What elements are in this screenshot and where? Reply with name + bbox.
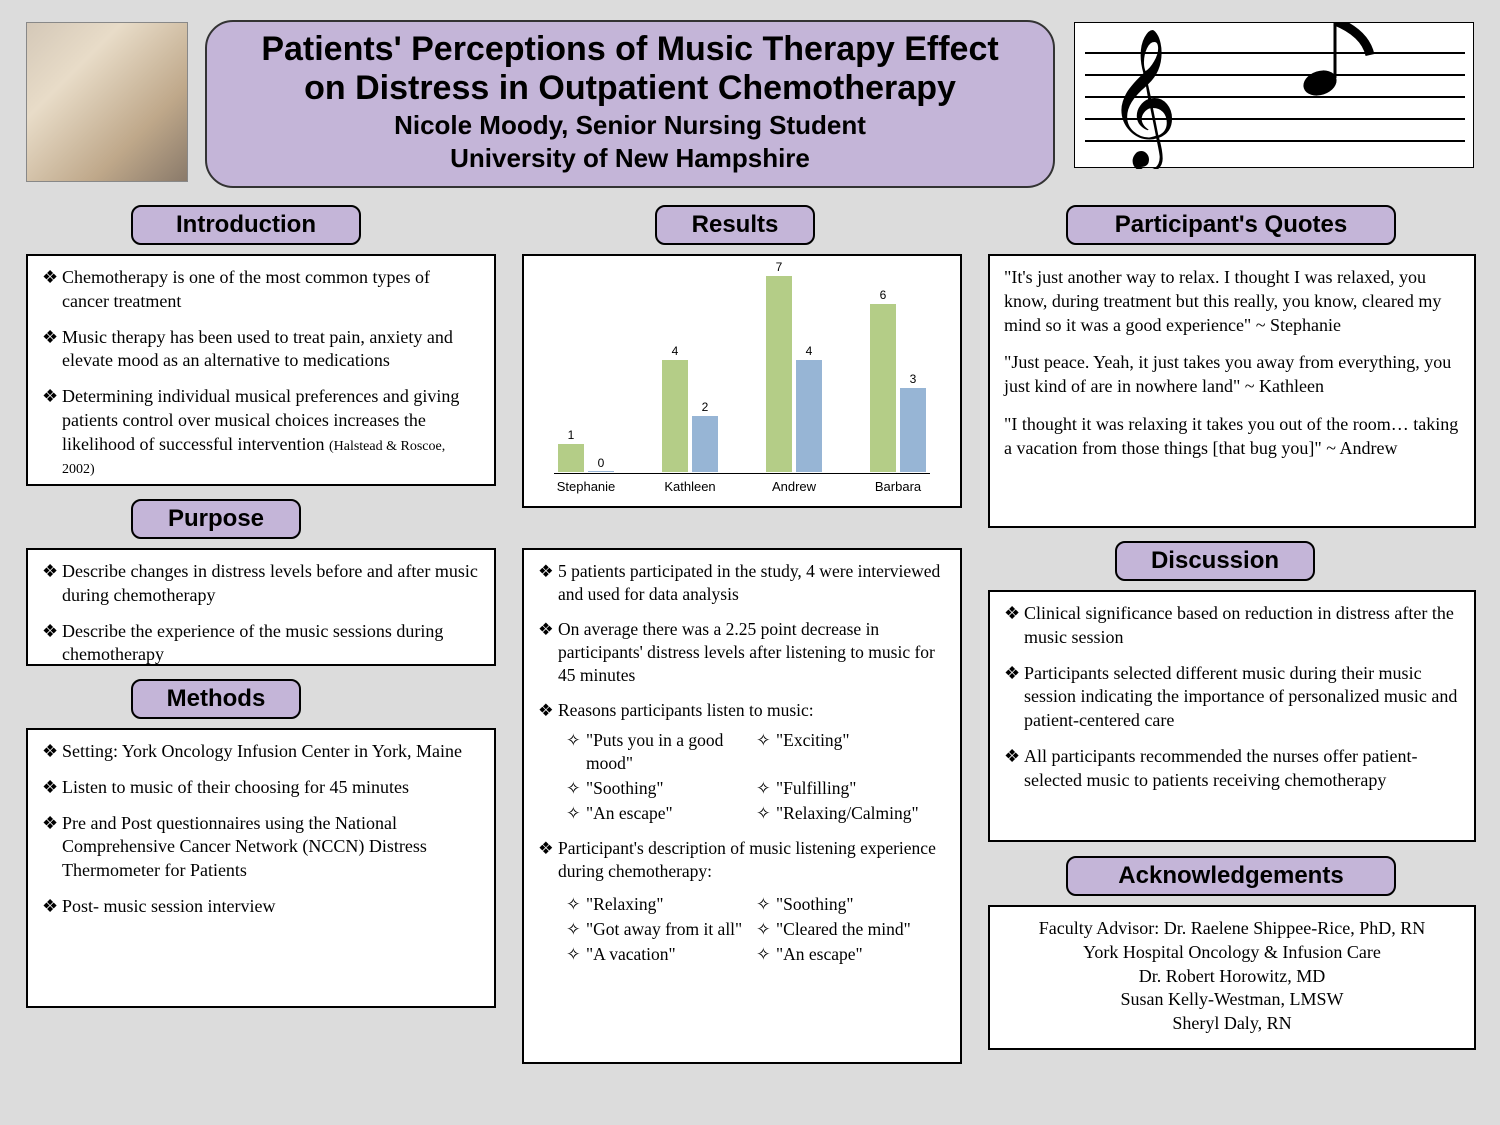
- reasons-list-r2c0: "An escape": [586, 802, 673, 825]
- desc-list-r0c0: "Relaxing": [586, 893, 663, 916]
- xlabel-0: Stephanie: [534, 479, 638, 494]
- res-b4: Participant's description of music liste…: [558, 837, 946, 883]
- reasons-list-r2c1: "Relaxing/Calming": [776, 802, 919, 825]
- res-b1: 5 patients participated in the study, 4 …: [558, 560, 946, 606]
- intro-b2: Music therapy has been used to treat pai…: [62, 326, 480, 374]
- purpose-b2: Describe the experience of the music ses…: [62, 620, 480, 668]
- ack-l5: Sheryl Daly, RN: [996, 1012, 1468, 1036]
- quote2: "Just peace. Yeah, it just takes you awa…: [1004, 351, 1460, 399]
- quotes-tag: Participant's Quotes: [1066, 205, 1396, 245]
- res-b2: On average there was a 2.25 point decrea…: [558, 618, 946, 687]
- bar-pre-1: [662, 360, 688, 472]
- xlabel-1: Kathleen: [638, 479, 742, 494]
- ack-l3: Dr. Robert Horowitz, MD: [996, 965, 1468, 989]
- desc-list-r1c1: "Cleared the mind": [776, 918, 911, 941]
- xlabel-3: Barbara: [846, 479, 950, 494]
- results-text-box: ❖5 patients participated in the study, 4…: [522, 548, 962, 1064]
- quotes-box: "It's just another way to relax. I thoug…: [988, 254, 1476, 528]
- methods-b4: Post- music session interview: [62, 895, 480, 919]
- bar-pre-3: [870, 304, 896, 472]
- reasons-list-r1c1: "Fulfilling": [776, 777, 856, 800]
- ack-l4: Susan Kelly-Westman, LMSW: [996, 988, 1468, 1012]
- barlabel-post-3: 3: [900, 372, 926, 386]
- methods-b1: Setting: York Oncology Infusion Center i…: [62, 740, 480, 764]
- barlabel-post-1: 2: [692, 400, 718, 414]
- intro-box: ❖Chemotherapy is one of the most common …: [26, 254, 496, 486]
- disc-b2: Participants selected different music du…: [1024, 662, 1460, 733]
- reasons-list-r0c0: "Puts you in a good mood": [586, 729, 756, 775]
- quote3: "I thought it was relaxing it takes you …: [1004, 413, 1460, 461]
- desc-list-r2c1: "An escape": [776, 943, 863, 966]
- desc-list-r1c0: "Got away from it all": [586, 918, 742, 941]
- disc-b1: Clinical significance based on reduction…: [1024, 602, 1460, 650]
- ack-l1: Faculty Advisor: Dr. Raelene Shippee-Ric…: [996, 917, 1468, 941]
- ack-l2: York Hospital Oncology & Infusion Care: [996, 941, 1468, 965]
- institution-line: University of New Hampshire: [207, 143, 1053, 174]
- discussion-tag: Discussion: [1115, 541, 1315, 581]
- res-b3: Reasons participants listen to music:: [558, 699, 946, 722]
- bar-pre-0: [558, 444, 584, 472]
- disc-b3: All participants recommended the nurses …: [1024, 745, 1460, 793]
- purpose-box: ❖Describe changes in distress levels bef…: [26, 548, 496, 666]
- barlabel-pre-2: 7: [766, 260, 792, 274]
- bar-post-2: [796, 360, 822, 472]
- patient-photo: [26, 22, 188, 182]
- intro-tag: Introduction: [131, 205, 361, 245]
- methods-b2: Listen to music of their choosing for 45…: [62, 776, 480, 800]
- bar-post-0: [588, 471, 614, 472]
- barlabel-post-2: 4: [796, 344, 822, 358]
- ack-tag: Acknowledgements: [1066, 856, 1396, 896]
- music-staff-icon: 𝄞: [1074, 22, 1474, 168]
- bar-pre-2: [766, 276, 792, 472]
- bar-post-3: [900, 388, 926, 472]
- author-line: Nicole Moody, Senior Nursing Student: [207, 110, 1053, 141]
- intro-b3: Determining individual musical preferenc…: [62, 385, 480, 480]
- intro-b1: Chemotherapy is one of the most common t…: [62, 266, 480, 314]
- title-line1: Patients' Perceptions of Music Therapy E…: [207, 30, 1053, 69]
- desc-list-r2c0: "A vacation": [586, 943, 676, 966]
- methods-tag: Methods: [131, 679, 301, 719]
- ack-box: Faculty Advisor: Dr. Raelene Shippee-Ric…: [988, 905, 1476, 1050]
- desc-list-r0c1: "Soothing": [776, 893, 854, 916]
- barlabel-pre-1: 4: [662, 344, 688, 358]
- barlabel-post-0: 0: [588, 456, 614, 470]
- title-banner: Patients' Perceptions of Music Therapy E…: [205, 20, 1055, 188]
- reasons-list-r1c0: "Soothing": [586, 777, 664, 800]
- svg-text:𝄞: 𝄞: [1107, 30, 1178, 169]
- methods-box: ❖Setting: York Oncology Infusion Center …: [26, 728, 496, 1008]
- purpose-b1: Describe changes in distress levels befo…: [62, 560, 480, 608]
- xlabel-2: Andrew: [742, 479, 846, 494]
- barlabel-pre-0: 1: [558, 428, 584, 442]
- discussion-box: ❖Clinical significance based on reductio…: [988, 590, 1476, 842]
- purpose-tag: Purpose: [131, 499, 301, 539]
- barlabel-pre-3: 6: [870, 288, 896, 302]
- results-tag: Results: [655, 205, 815, 245]
- reasons-list-r0c1: "Exciting": [776, 729, 850, 775]
- results-chart: 10 Stephanie 4 2 Kathleen 7 4 Andrew 6 3 Barbara: [522, 254, 962, 508]
- quote1: "It's just another way to relax. I thoug…: [1004, 266, 1460, 337]
- methods-b3: Pre and Post questionnaires using the Na…: [62, 812, 480, 883]
- title-line2: on Distress in Outpatient Chemotherapy: [207, 69, 1053, 108]
- bar-post-1: [692, 416, 718, 472]
